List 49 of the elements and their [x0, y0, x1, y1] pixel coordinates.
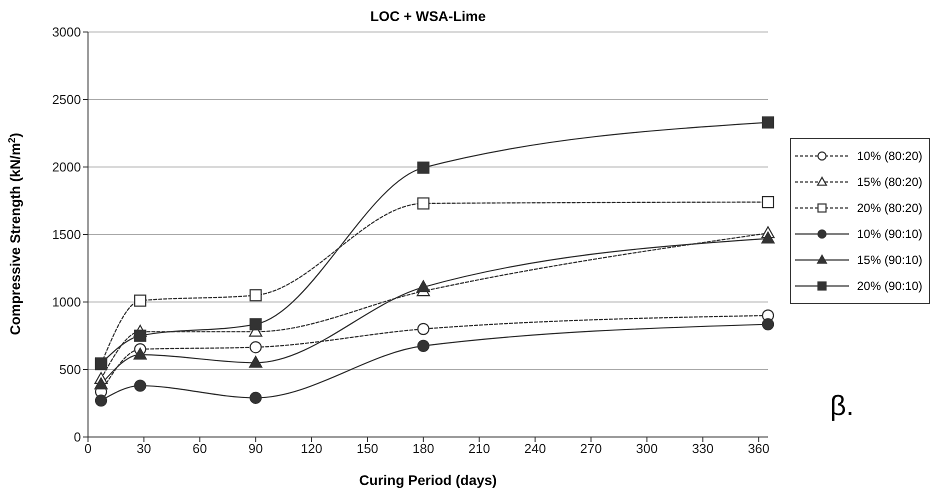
y-tick-label: 2500: [52, 92, 81, 108]
x-tick-label: 210: [468, 441, 490, 456]
point: [762, 116, 774, 129]
legend-label: 15% (90:10): [857, 253, 922, 267]
y-tick-label: 1500: [52, 227, 81, 242]
x-tick-label: 60: [192, 441, 208, 456]
text: β.: [830, 390, 854, 422]
point: [761, 232, 775, 244]
point: [417, 340, 430, 352]
point: [417, 162, 430, 174]
point: [762, 196, 774, 208]
y-tick-label: 1000: [52, 294, 81, 310]
point: [250, 289, 262, 302]
x-tick-label: 330: [692, 441, 714, 456]
point: [417, 322, 430, 336]
y-tick-label: 500: [59, 362, 81, 378]
point: [134, 294, 146, 307]
x-axis-title: Curing Period (days): [358, 472, 498, 488]
legend-label: 10% (90:10): [857, 227, 922, 241]
point: [762, 318, 774, 330]
x-tick-label: 120: [300, 441, 322, 456]
legend-label: 15% (80:20): [857, 175, 922, 189]
point: [250, 392, 262, 404]
point: [249, 356, 262, 368]
point: [416, 280, 430, 292]
x-tick-label: 360: [748, 441, 770, 456]
point: [134, 380, 146, 392]
point: [250, 341, 262, 354]
x-tick-label: 90: [248, 441, 263, 456]
legend-label: 20% (80:20): [857, 201, 922, 215]
x-tick-label: 180: [412, 441, 434, 456]
x-tick-label: 300: [636, 441, 658, 456]
y-tick-label: 3000: [52, 24, 81, 40]
y-tick-label: 0: [74, 430, 81, 445]
x-tick-label: 150: [356, 441, 378, 456]
point: [94, 394, 108, 407]
chart-title: LOC + WSA-Lime: [369, 8, 487, 24]
point: [250, 318, 262, 330]
point: [134, 348, 147, 360]
x-tick-label: 0: [84, 441, 92, 456]
y-tick-label: 2000: [52, 160, 81, 175]
point: [134, 330, 146, 342]
x-tick-label: 270: [580, 441, 602, 456]
legend-label: 10% (80:20): [857, 149, 922, 163]
point: [417, 197, 430, 210]
x-tick-label: 30: [136, 441, 152, 456]
legend-label: 20% (90:10): [857, 279, 922, 293]
x-tick-label: 240: [524, 441, 546, 456]
point: [94, 377, 108, 390]
